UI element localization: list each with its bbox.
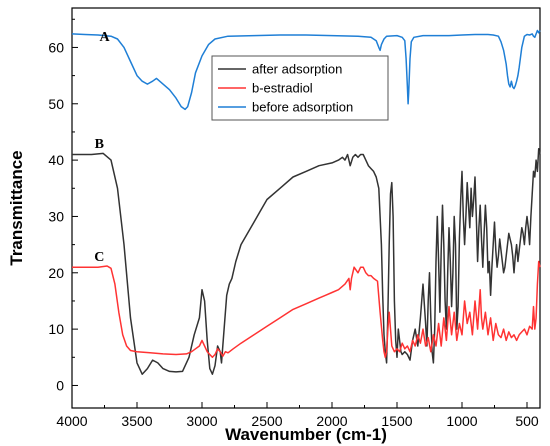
series-line-before-adsorption [71, 29, 541, 111]
y-tick-label: 0 [56, 377, 64, 393]
plot-area [71, 7, 541, 409]
y-tick-label: 10 [48, 321, 64, 337]
legend-label-before-adsorption: before adsorption [252, 100, 353, 115]
y-tick-label: 30 [48, 208, 64, 224]
x-tick-label: 2500 [251, 413, 282, 429]
y-axis: 0 10 20 30 40 50 60 [48, 18, 78, 393]
x-tick-label: 3500 [121, 413, 152, 429]
x-axis-label: Wavenumber (cm-1) [225, 425, 387, 444]
plot-frame [71, 7, 541, 409]
annotations: A B C [94, 30, 110, 265]
x-tick-label: 2000 [316, 413, 347, 429]
y-tick-label: 50 [48, 96, 64, 112]
x-axis: 4000 3500 3000 2500 2000 1500 1000 500 [56, 402, 539, 429]
annotation-c: C [94, 250, 104, 265]
y-tick-label: 20 [48, 265, 64, 281]
x-tick-label: 500 [515, 413, 539, 429]
legend-label-after-adsorption: after adsorption [252, 62, 342, 77]
x-tick-label: 1000 [446, 413, 477, 429]
y-tick-label: 40 [48, 152, 64, 168]
legend-label-b-estradiol: b-estradiol [252, 81, 313, 96]
x-tick-label: 4000 [56, 413, 87, 429]
y-axis-label: Transmittance [7, 150, 26, 265]
series-lines [71, 29, 541, 375]
x-tick-label: 3000 [186, 413, 217, 429]
annotation-b: B [95, 137, 104, 152]
legend: after adsorption b-estradiol before adso… [211, 55, 389, 121]
series-line-after-adsorption [72, 148, 541, 375]
annotation-a: A [99, 30, 110, 45]
x-tick-label: 1500 [381, 413, 412, 429]
series-line-b-estradiol [72, 260, 541, 359]
y-tick-label: 60 [48, 39, 64, 55]
